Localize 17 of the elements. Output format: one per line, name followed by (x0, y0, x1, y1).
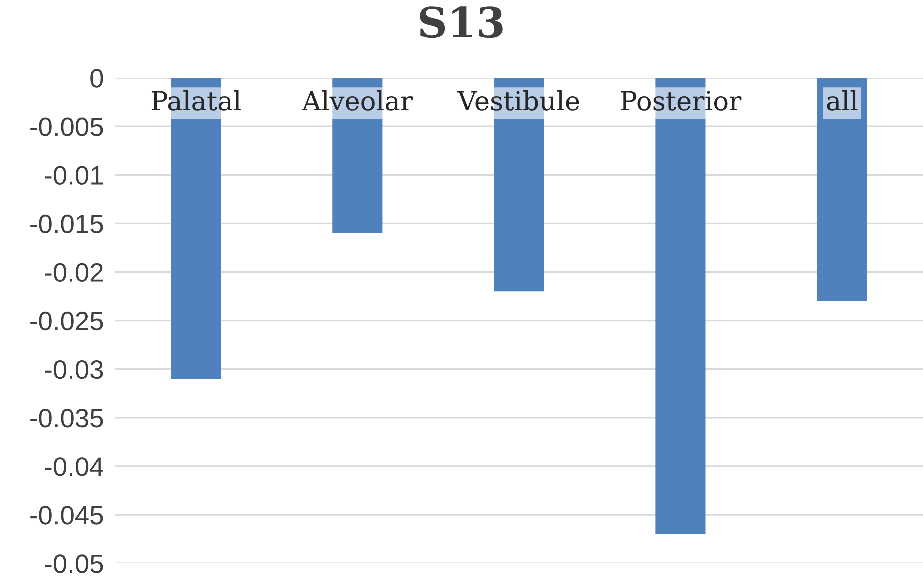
x-tick-label: Alveolar (302, 90, 414, 111)
y-tick-label: 0 (90, 69, 104, 88)
y-tick-label: -0.045 (30, 506, 104, 525)
y-tick-label: -0.025 (30, 312, 104, 331)
y-tick-label: -0.005 (30, 118, 104, 136)
y-tick-label: -0.01 (45, 166, 103, 185)
y-tick-label: -0.03 (45, 360, 104, 380)
y-tick-label: -0.02 (45, 263, 103, 282)
x-tick-label: Vestibule (458, 90, 580, 111)
x-tick-label: Posterior (621, 91, 742, 111)
y-tick-label: -0.015 (30, 214, 104, 234)
y-tick-label: -0.05 (45, 554, 104, 574)
x-tick-label: all (827, 90, 858, 111)
chart-title: S13 (420, 6, 503, 38)
y-tick-label: -0.04 (45, 458, 104, 476)
y-tick-label: -0.035 (30, 409, 104, 428)
x-tick-label: Palatal (152, 90, 241, 111)
